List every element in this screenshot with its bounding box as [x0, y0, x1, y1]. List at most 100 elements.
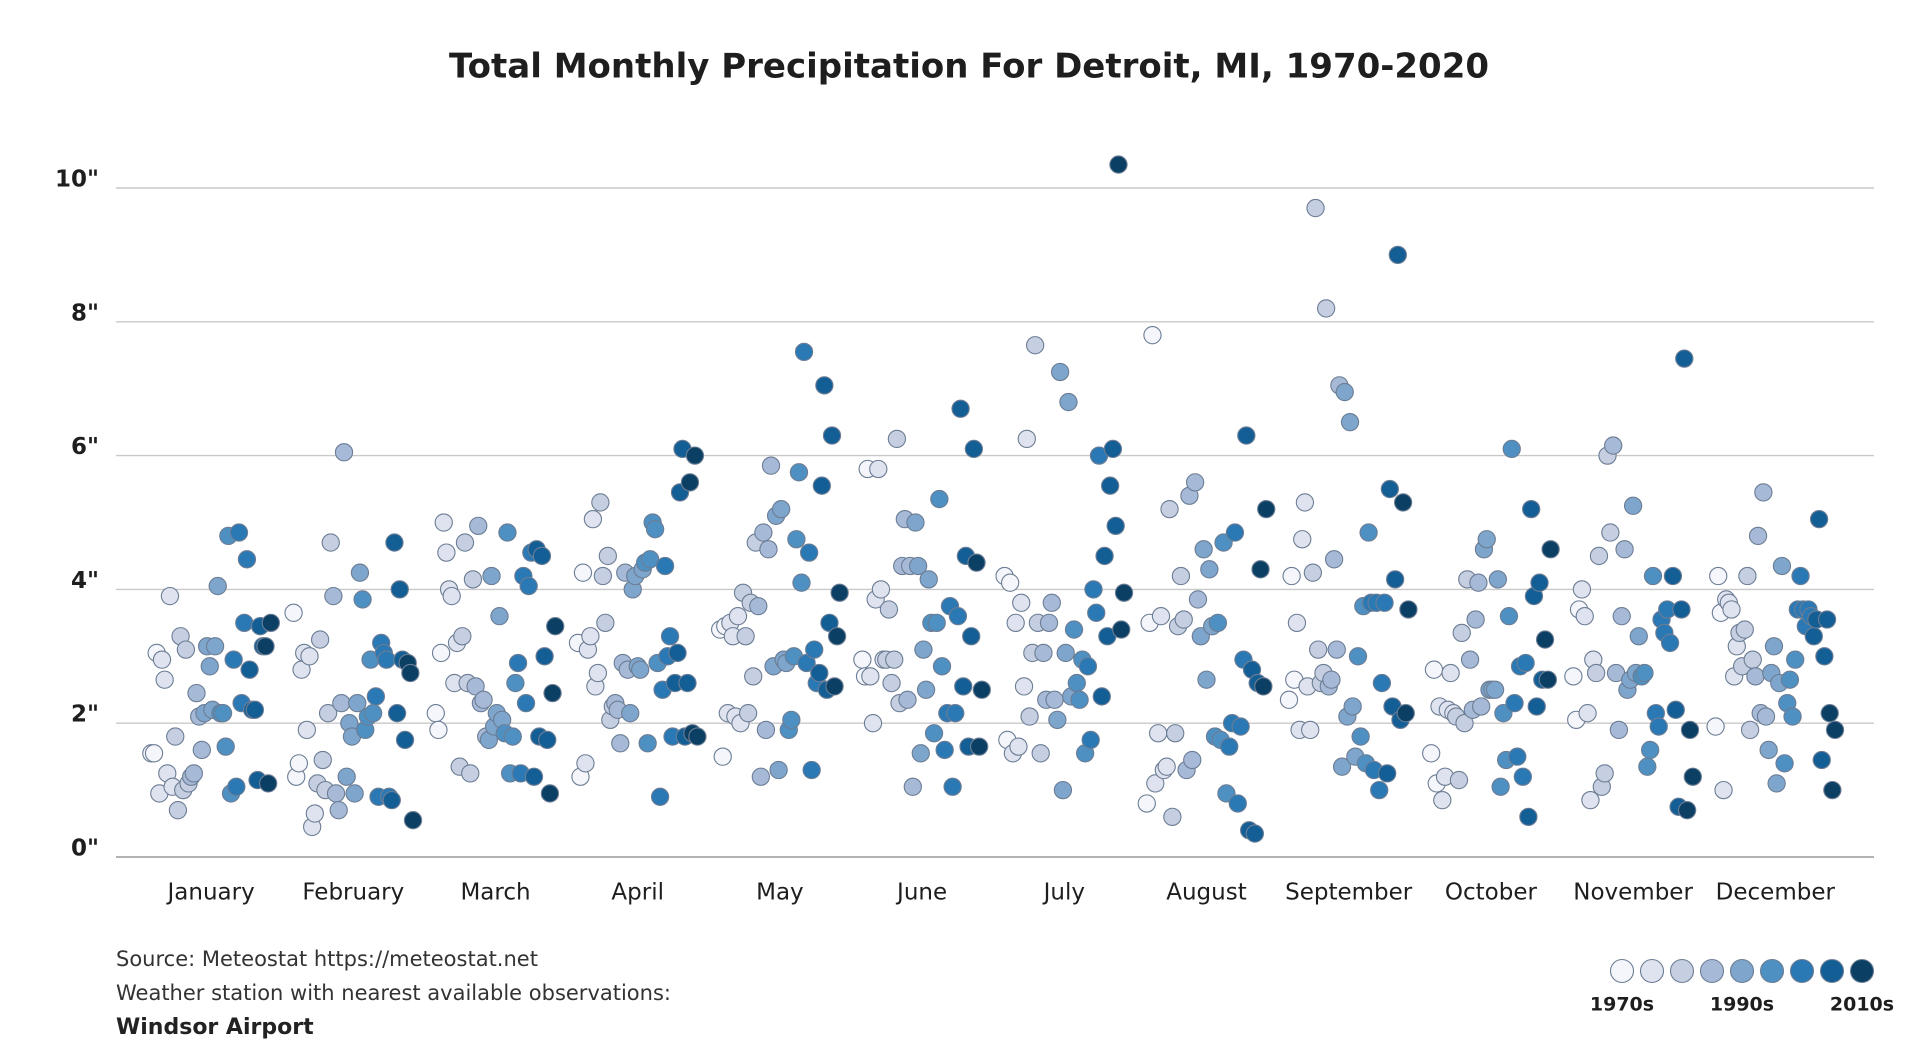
data-point: [455, 533, 475, 552]
data-point: [1257, 499, 1276, 519]
data-point: [482, 566, 501, 586]
data-point: [1359, 523, 1378, 542]
data-point: [668, 643, 687, 663]
data-point: [822, 426, 842, 445]
data-point: [631, 660, 650, 679]
data-point: [1014, 677, 1034, 696]
y-tick-label: 8": [71, 300, 99, 326]
data-point: [1502, 439, 1521, 459]
data-point: [506, 673, 525, 693]
data-point: [532, 546, 552, 566]
data-point: [366, 687, 386, 706]
data-point: [461, 764, 480, 783]
data-point: [168, 801, 188, 820]
data-point: [1092, 687, 1111, 706]
data-point: [1006, 613, 1025, 633]
data-point: [1174, 610, 1193, 629]
data-point: [911, 744, 930, 763]
data-point: [385, 533, 404, 552]
data-point: [1519, 807, 1538, 827]
data-point: [1780, 670, 1800, 689]
data-point: [1137, 794, 1156, 813]
data-point: [754, 523, 773, 542]
data-point: [932, 657, 952, 676]
data-point: [1740, 720, 1760, 740]
data-point: [1301, 720, 1320, 740]
data-point: [759, 540, 778, 559]
data-point: [1746, 667, 1765, 686]
data-point: [1455, 714, 1474, 733]
data-point: [216, 737, 235, 756]
data-point: [442, 586, 461, 606]
data-point: [1595, 764, 1614, 783]
data-point: [1163, 807, 1182, 827]
data-point: [1375, 593, 1394, 612]
data-point: [334, 443, 354, 462]
data-point: [240, 660, 259, 679]
data-point: [812, 476, 831, 495]
data-point: [1103, 439, 1123, 459]
data-point: [1303, 563, 1323, 582]
data-point: [1786, 650, 1805, 669]
data-point: [401, 663, 420, 683]
data-point: [466, 677, 485, 696]
data-point: [469, 516, 488, 535]
chart-title: Total Monthly Precipitation For Detroit,…: [449, 47, 1489, 87]
data-point: [176, 640, 196, 659]
data-point: [1743, 650, 1762, 669]
data-point: [1048, 710, 1067, 730]
data-point: [321, 533, 340, 552]
station-note: Weather station with nearest available o…: [116, 981, 671, 1005]
data-point: [1171, 566, 1191, 586]
data-point: [1783, 707, 1802, 726]
data-point: [1660, 633, 1680, 653]
data-point: [1059, 392, 1078, 412]
data-point: [390, 580, 409, 599]
data-point: [1254, 677, 1273, 696]
data-point: [1157, 757, 1176, 776]
x-tick-label: March: [460, 880, 530, 906]
data-point: [345, 784, 364, 803]
data-point: [1738, 566, 1757, 586]
station-name: Windsor Airport: [116, 1015, 314, 1040]
data-point: [1050, 362, 1070, 382]
data-point: [863, 714, 883, 733]
data-point: [1791, 566, 1810, 586]
data-point: [1508, 747, 1527, 766]
data-point: [192, 740, 211, 760]
data-point: [256, 637, 275, 656]
data-point: [1817, 610, 1837, 629]
data-point: [498, 523, 517, 542]
data-point: [951, 399, 970, 418]
data-point: [1643, 566, 1663, 586]
data-point: [1146, 774, 1165, 793]
data-point: [1477, 530, 1496, 549]
x-tick-label: October: [1445, 880, 1538, 906]
data-point: [431, 643, 451, 663]
data-point: [155, 670, 174, 689]
data-point: [1722, 600, 1741, 619]
data-point: [1677, 801, 1697, 820]
data-point: [453, 627, 472, 646]
data-point: [395, 730, 415, 750]
data-point: [1251, 560, 1270, 579]
data-point: [160, 586, 180, 606]
data-point: [184, 764, 203, 783]
data-point: [1469, 573, 1488, 592]
data-point: [1513, 767, 1532, 786]
data-point: [508, 653, 528, 673]
data-point: [1709, 566, 1728, 586]
data-point: [927, 613, 946, 633]
data-point: [543, 683, 562, 703]
data-point: [1112, 620, 1131, 639]
data-point: [744, 667, 763, 686]
data-point: [364, 704, 383, 723]
data-point: [1666, 700, 1685, 719]
data-point: [1231, 717, 1250, 736]
data-point: [1609, 720, 1629, 740]
data-point: [1424, 660, 1444, 679]
data-point: [332, 693, 351, 713]
data-point: [490, 607, 509, 626]
data-point: [573, 563, 593, 582]
